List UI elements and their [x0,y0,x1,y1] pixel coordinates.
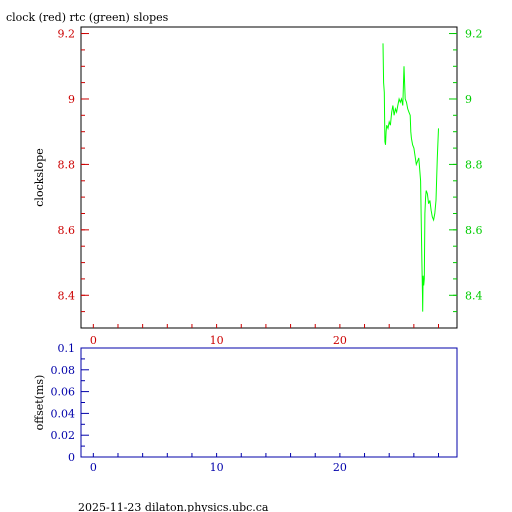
slopes-right-tick-label: 8.4 [465,289,483,302]
chart-title: clock (red) rtc (green) slopes [6,11,169,24]
offset-x-tick-label: 10 [210,461,224,474]
footer-date-host: 2025-11-23 dilaton.physics.ubc.ca [78,501,269,512]
offset-y-tick-label: 0.06 [51,386,76,399]
offset-y-axis-label: offset(ms) [33,375,46,431]
slopes-left-tick-label: 8.6 [58,224,76,237]
offset-plot-frame [80,347,458,458]
offset-y-tick-label: 0 [68,451,75,464]
slopes-series [382,43,439,312]
slopes-right-tick-label: 8.8 [465,158,483,171]
slopes-left-tick-label: 9 [68,93,75,106]
offset-ticks: 0.1 0.08 0.06 0.04 0.02 0 0 10 20 [51,342,440,474]
slopes-plot-frame [80,26,458,329]
slopes-right-tick-label: 8.6 [465,224,483,237]
slopes-x-tick-label: 0 [90,334,97,347]
offset-y-tick-label: 0.1 [58,342,76,355]
slopes-ticks: 9.2 9 8.8 8.6 8.4 9.2 9 8.8 8.6 8.4 0 10 20 [58,28,483,347]
slopes-left-tick-label: 8.8 [58,158,76,171]
slopes-panel: 9.2 9 8.8 8.6 8.4 9.2 9 8.8 8.6 8.4 0 10 20 clockslo… [33,26,483,347]
offset-panel: 0.1 0.08 0.06 0.04 0.02 0 0 10 20 offset(ms) [33,342,458,474]
slopes-left-tick-label: 8.4 [58,289,76,302]
offset-y-tick-label: 0.02 [51,429,76,442]
offset-x-tick-label: 20 [333,461,347,474]
offset-y-tick-label: 0.04 [51,407,76,420]
slopes-right-tick-label: 9 [465,93,472,106]
slopes-right-tick-label: 9.2 [465,28,483,41]
slopes-series-line-rtc [382,43,439,312]
slopes-x-tick-label: 20 [333,334,347,347]
slopes-y-axis-label: clockslope [33,148,46,206]
slopes-x-tick-label: 10 [210,334,224,347]
slopes-left-tick-label: 9.2 [58,28,76,41]
offset-x-tick-label: 0 [90,461,97,474]
offset-y-tick-label: 0.08 [51,364,76,377]
